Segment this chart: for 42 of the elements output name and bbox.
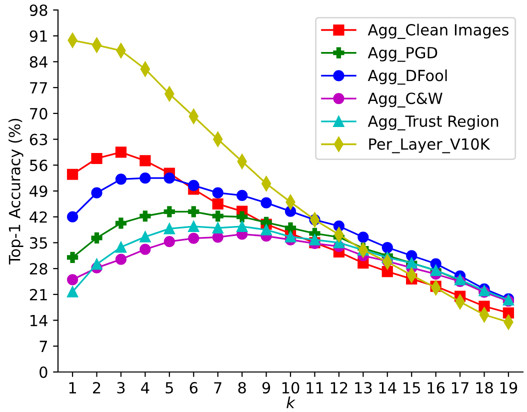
legend-label: Agg_DFool	[368, 69, 447, 85]
y-tick-label: 70	[30, 108, 48, 120]
x-tick-label: 5	[166, 382, 173, 394]
x-tick-label: 4	[141, 382, 150, 394]
x-tick-label: 3	[117, 382, 125, 394]
y-tick-label: 49	[30, 185, 48, 198]
y-tick-label: 7	[40, 340, 47, 352]
y-tick-label: 77	[30, 82, 47, 94]
x-tick-label: 7	[214, 382, 222, 394]
legend-label: Per_Layer_V10K	[369, 138, 490, 154]
x-tick-label: 13	[355, 382, 372, 394]
x-tick-label: 17	[452, 382, 468, 394]
y-tick-label: 63	[30, 134, 48, 146]
x-tick-label: 14	[379, 382, 396, 394]
y-tick-label: 98	[30, 4, 48, 16]
x-tick-label: 10	[282, 382, 300, 394]
x-tick-label: 19	[500, 382, 518, 394]
y-tick-label: 14	[30, 314, 48, 326]
x-tick-label: 6	[190, 382, 198, 394]
legend-label: Agg_Trust Region	[368, 115, 498, 130]
x-tick-label: 12	[330, 382, 348, 394]
y-tick-label: 35	[30, 237, 47, 249]
y-tick-label: 56	[30, 160, 48, 172]
x-tick-label: 16	[428, 382, 445, 394]
y-tick-label: 0	[40, 366, 48, 378]
x-tick-label: 1	[69, 382, 76, 394]
legend-label: Agg_C&W	[368, 92, 442, 108]
y-tick-label: 28	[30, 263, 48, 275]
x-tick-label: 11	[306, 382, 324, 394]
y-tick-label: 91	[30, 30, 47, 42]
y-axis-title: Top-1 Accuracy (%)	[8, 118, 24, 265]
y-tick-label: 42	[30, 211, 47, 223]
legend-label: Agg_Clean Images	[368, 24, 508, 39]
x-tick-label: 15	[404, 382, 420, 394]
x-tick-label: 9	[262, 382, 270, 394]
x-axis-title: k	[286, 396, 296, 408]
x-tick-label: 2	[93, 382, 100, 394]
x-tick-label: 8	[238, 382, 246, 394]
y-tick-label: 84	[30, 56, 48, 68]
x-tick-label: 18	[476, 382, 493, 394]
legend-label: Agg_PGD	[368, 46, 438, 62]
y-tick-label: 21	[30, 288, 47, 300]
